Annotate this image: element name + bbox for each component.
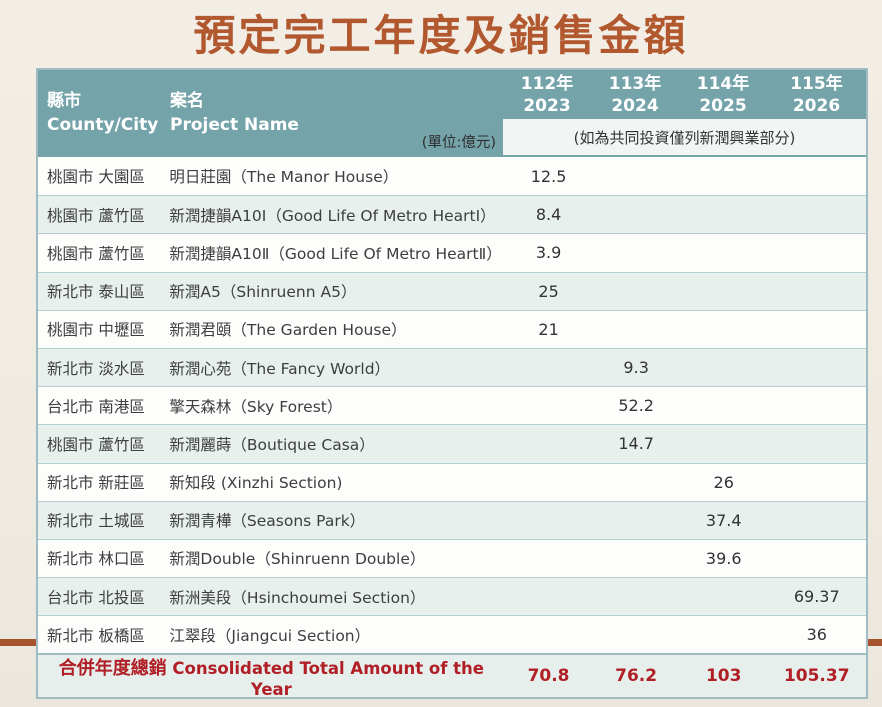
county-cell: 新北市 泰山區	[47, 283, 145, 302]
year-roc: 113年	[608, 74, 662, 94]
county-cell: 桃園市 大園區	[47, 168, 145, 187]
total-value-2024: 76.2	[615, 666, 658, 687]
county-cell: 新北市 板橋區	[47, 626, 145, 645]
value-cell-2024: 9.3	[623, 358, 649, 378]
value-cell-2023: 25	[538, 281, 559, 301]
header-year-2025: 114年 2025	[679, 73, 767, 117]
project-cell: 新潤心苑（The Fancy World）	[169, 359, 391, 378]
projects-table: 縣市 County/City 案名 Project Name 112年 2023 …	[36, 68, 868, 700]
total-value-2026: 105.37	[783, 666, 850, 687]
county-cell: 桃園市 蘆竹區	[47, 435, 145, 454]
value-cell-2025: 26	[713, 472, 734, 492]
year-ad: 2023	[523, 96, 571, 116]
county-cell: 桃園市 中壢區	[47, 321, 145, 340]
header-county: 縣市 County/City	[47, 91, 159, 135]
table-row: 新北市 板橋區 江翠段（Jiangcui Section） 36	[38, 615, 866, 654]
total-label-zh: 合併年度總銷	[58, 657, 167, 679]
project-cell: 新知段 (Xinzhi Section)	[169, 474, 343, 493]
table-row: 新北市 新莊區 新知段 (Xinzhi Section) 26	[38, 462, 866, 501]
value-cell-2025: 39.6	[705, 548, 742, 568]
value-cell-2026: 69.37	[793, 587, 840, 607]
county-cell: 新北市 林口區	[47, 550, 145, 569]
project-cell: 新潤A5（Shinruenn A5）	[169, 283, 357, 302]
project-cell: 新潤麗蒔（Boutique Casa）	[169, 435, 375, 454]
total-value-2023: 70.8	[527, 666, 570, 687]
header-years: 112年 2023 113年 2024 114年 2025 115年 2026	[503, 73, 866, 117]
table-row: 新北市 土城區 新潤青樺（Seasons Park） 37.4	[38, 500, 866, 539]
value-cell-2026: 36	[806, 625, 827, 645]
county-cell: 新北市 淡水區	[47, 359, 145, 378]
project-cell: 新潤君頤（The Garden House）	[169, 321, 407, 340]
county-cell: 新北市 土城區	[47, 512, 145, 531]
county-cell: 桃園市 蘆竹區	[47, 244, 145, 263]
table-row: 台北市 北投區 新洲美段（Hsinchoumei Section） 69.37	[38, 577, 866, 616]
year-roc: 115年	[790, 74, 843, 94]
project-cell: 江翠段（Jiangcui Section）	[169, 626, 371, 645]
total-row: 合併年度總銷 Consolidated Total Amount of the …	[38, 653, 866, 699]
project-cell: 新潤捷韻A10Ⅰ（Good Life Of Metro HeartⅠ）	[169, 206, 496, 225]
year-ad: 2026	[792, 96, 841, 116]
table-row: 新北市 淡水區 新潤心苑（The Fancy World） 9.3	[38, 347, 866, 387]
table-header: 縣市 County/City 案名 Project Name 112年 2023 …	[38, 70, 866, 157]
county-cell: 台北市 北投區	[47, 588, 145, 607]
project-cell: 新潤青樺（Seasons Park）	[169, 512, 366, 531]
table-body: 桃園市 大園區 明日莊園（The Manor House） 12.5 桃園市 蘆…	[38, 157, 866, 654]
county-cell: 新北市 新莊區	[47, 474, 145, 493]
value-cell-2023: 21	[538, 319, 559, 339]
project-cell: 新潤捷韻A10Ⅱ（Good Life Of Metro HeartⅡ）	[169, 244, 502, 263]
year-ad: 2025	[699, 96, 747, 116]
co-investment-note: (如為共同投資僅列新潤興業部分)	[503, 119, 866, 155]
table-row: 桃園市 大園區 明日莊園（The Manor House） 12.5	[38, 157, 866, 196]
value-cell-2023: 8.4	[535, 205, 562, 225]
value-cell-2023: 3.9	[535, 243, 562, 263]
header-year-2023: 112年 2023	[503, 73, 591, 117]
table-row: 桃園市 蘆竹區 新潤麗蒔（Boutique Casa） 14.7	[38, 424, 866, 463]
project-cell: 擎天森林（Sky Forest）	[169, 397, 343, 416]
project-cell: 新潤Double（Shinruenn Double）	[169, 550, 426, 569]
project-cell: 明日莊園（The Manor House）	[169, 168, 399, 187]
value-cell-2025: 37.4	[705, 510, 742, 530]
year-ad: 2024	[611, 96, 659, 116]
header-year-2024: 113年 2024	[591, 73, 679, 117]
value-cell-2024: 52.2	[618, 396, 654, 416]
year-roc: 114年	[696, 74, 750, 94]
total-label: 合併年度總銷 Consolidated Total Amount of the …	[38, 654, 505, 699]
unit-note: (單位:億元)	[421, 135, 496, 151]
year-roc: 112年	[520, 74, 574, 94]
table-row: 桃園市 蘆竹區 新潤捷韻A10Ⅰ（Good Life Of Metro Hear…	[38, 195, 866, 234]
total-label-en: Consolidated Total Amount of the Year	[172, 658, 484, 699]
county-cell: 台北市 南港區	[47, 397, 145, 416]
table-row: 台北市 南港區 擎天森林（Sky Forest） 52.2	[38, 386, 866, 425]
total-value-2025: 103	[705, 666, 742, 687]
county-cell: 桃園市 蘆竹區	[47, 206, 145, 225]
project-cell: 新洲美段（Hsinchoumei Section）	[169, 588, 426, 607]
page-title: 預定完工年度及銷售金額	[193, 11, 689, 60]
table-row: 桃園市 蘆竹區 新潤捷韻A10Ⅱ（Good Life Of Metro Hear…	[38, 233, 866, 272]
value-cell-2023: 12.5	[530, 166, 567, 186]
table-row: 桃園市 中壢區 新潤君頤（The Garden House） 21	[38, 309, 866, 348]
table-row: 新北市 林口區 新潤Double（Shinruenn Double） 39.6	[38, 538, 866, 578]
header-year-2026: 115年 2026	[767, 73, 866, 117]
value-cell-2024: 14.7	[618, 434, 654, 454]
table-row: 新北市 泰山區 新潤A5（Shinruenn A5） 25	[38, 271, 866, 310]
header-project: 案名 Project Name	[170, 91, 299, 135]
